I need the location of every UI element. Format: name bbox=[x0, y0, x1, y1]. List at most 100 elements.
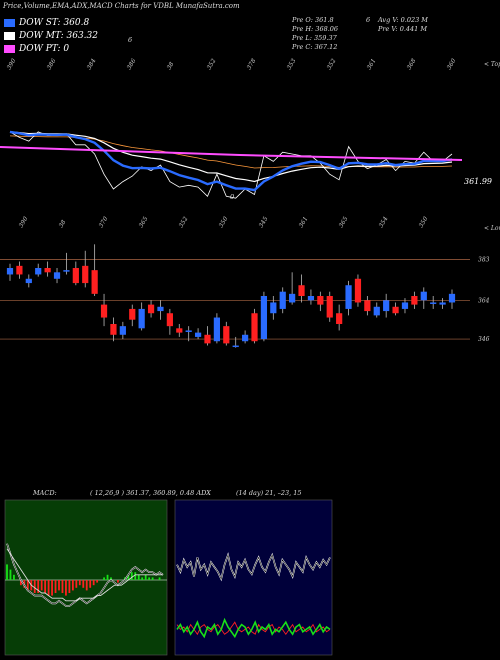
candle-body bbox=[166, 313, 173, 327]
candle-body bbox=[392, 306, 399, 314]
candle-body bbox=[232, 345, 239, 348]
bottom-scale-label: 354 bbox=[378, 215, 390, 229]
adx-line-inner bbox=[176, 553, 331, 580]
mt-line bbox=[9, 131, 453, 183]
bottom-scale-label: 365 bbox=[338, 215, 350, 229]
bottom-scale-label: 350 bbox=[218, 215, 230, 229]
bottom-scale-label: 365 bbox=[138, 215, 150, 229]
stat-marker: 6 bbox=[366, 16, 371, 24]
candle-body bbox=[289, 293, 296, 303]
legend-dow-pt: DOW PT: 0 bbox=[4, 44, 69, 54]
candle-body bbox=[373, 306, 380, 316]
st-line bbox=[9, 130, 453, 192]
candle-body bbox=[91, 270, 98, 294]
candle-body bbox=[411, 296, 418, 305]
candle-body bbox=[279, 291, 286, 309]
candle-body bbox=[420, 291, 427, 301]
candle-body bbox=[110, 324, 117, 335]
top-scale-label: 353 bbox=[286, 57, 298, 71]
legend-label-st: DOW ST: 360.8 bbox=[19, 18, 90, 28]
candle-body bbox=[317, 296, 324, 305]
top-corner-label: < Topo bbox=[484, 61, 500, 68]
stat-high: Pre H: 368.06 bbox=[292, 25, 339, 33]
legend-swatch-st bbox=[4, 19, 15, 27]
candle-body bbox=[147, 304, 155, 314]
candle-body bbox=[345, 285, 352, 309]
bottom-scale-label: 352 bbox=[178, 215, 190, 229]
macd-signal-line bbox=[6, 548, 163, 602]
legend-dow-st: DOW ST: 360.8 bbox=[4, 18, 89, 28]
bottom-scale-label: 345 bbox=[258, 215, 270, 229]
bottom-scale-label: 370 bbox=[98, 215, 110, 229]
legend-label-pt: DOW PT: 0 bbox=[19, 44, 70, 54]
candle-body bbox=[213, 317, 220, 342]
candle-body bbox=[251, 313, 258, 342]
candle-body bbox=[6, 268, 14, 275]
level-label: 383 bbox=[478, 256, 490, 263]
plus-di-line bbox=[176, 617, 331, 639]
top-scale-label: 386 bbox=[46, 57, 58, 71]
candle-body bbox=[383, 300, 390, 312]
top-scale-label: 384 bbox=[86, 57, 98, 71]
chart-header: Price,Volume,EMA,ADX,MACD Charts for VDB… bbox=[3, 2, 240, 10]
bottom-scale-label: 390 bbox=[18, 215, 30, 229]
candle-body bbox=[401, 302, 409, 309]
top-scale-label: 38 bbox=[166, 61, 176, 71]
candle-body bbox=[307, 296, 315, 301]
candle-body bbox=[326, 296, 333, 318]
candle-body bbox=[242, 334, 249, 342]
top-scale-label: 352 bbox=[326, 57, 338, 71]
top-scale-label: 390 bbox=[6, 57, 18, 71]
top-scale-label: 368 bbox=[406, 57, 418, 71]
candle-body bbox=[82, 265, 89, 284]
candle-body bbox=[364, 300, 371, 312]
legend-dow-mt: DOW MT: 363.32 bbox=[4, 31, 98, 41]
stat-avg-volume: Avg V: 0.023 M bbox=[378, 16, 428, 24]
macd-label: MACD: bbox=[33, 489, 57, 497]
legend-swatch-pt bbox=[4, 45, 15, 53]
adx-params: (14 day) 21, –23, 15 bbox=[236, 489, 302, 497]
candle-body bbox=[35, 268, 42, 275]
candle-body bbox=[354, 278, 362, 303]
candle-body bbox=[260, 296, 268, 340]
candle-body bbox=[16, 265, 23, 275]
candle-body bbox=[25, 278, 32, 284]
bottom-scale-label: 361 bbox=[298, 216, 310, 229]
misc-mark-1: 6 bbox=[128, 36, 133, 44]
level-label: 364 bbox=[478, 297, 490, 304]
candle-body bbox=[439, 302, 446, 305]
candle-body bbox=[185, 330, 192, 332]
bottom-scale-label: 38 bbox=[58, 219, 68, 229]
minus-di-line bbox=[176, 621, 331, 636]
macd-line-inner bbox=[6, 543, 164, 607]
candle-body bbox=[72, 268, 79, 284]
candle-body bbox=[53, 272, 61, 279]
candle-body bbox=[194, 332, 202, 337]
top-scale-label: 361 bbox=[366, 58, 378, 71]
candle-body bbox=[138, 308, 145, 329]
top-scale-label: 360 bbox=[446, 57, 458, 71]
bottom-corner-label: < Lowes bbox=[484, 225, 500, 232]
candle-body bbox=[63, 270, 70, 272]
candle-body bbox=[204, 334, 211, 344]
misc-mark-2: 0 bbox=[230, 193, 235, 201]
candle-body bbox=[100, 304, 108, 318]
macd-params: ( 12,26,9 ) 361.37, 360.89, 0.48 ADX bbox=[90, 489, 211, 497]
legend-label-mt: DOW MT: 363.32 bbox=[19, 31, 98, 41]
latest-price-label: 361.99 bbox=[464, 177, 492, 186]
candle-body bbox=[176, 328, 183, 333]
candle-body bbox=[44, 268, 51, 273]
candle-body bbox=[270, 302, 277, 314]
candle-body bbox=[298, 285, 305, 296]
level-label: 346 bbox=[478, 336, 490, 343]
macd-panel bbox=[4, 499, 168, 656]
candle-body bbox=[336, 313, 343, 324]
bottom-scale-label: 350 bbox=[418, 215, 430, 229]
top-scale-label: 386 bbox=[126, 57, 138, 71]
candle-body bbox=[129, 308, 136, 320]
candle-body bbox=[430, 302, 437, 304]
stat-pre-volume: Pre V: 0.441 M bbox=[378, 25, 428, 33]
pt-line bbox=[0, 146, 463, 161]
candle-body bbox=[157, 306, 164, 312]
